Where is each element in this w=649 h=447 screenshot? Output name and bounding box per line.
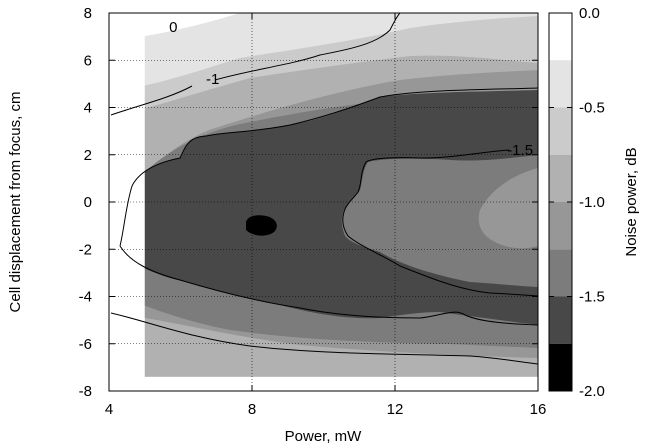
band-level-4-inner (478, 168, 538, 249)
x-axis: 4 8 12 16 (105, 13, 547, 418)
x-tick-label: 8 (248, 401, 256, 418)
y-tick-label: -8 (79, 383, 92, 400)
y-tick-label: 6 (84, 52, 92, 69)
x-tick-label: 4 (105, 401, 113, 418)
contour-line-minus-1-5 (342, 149, 539, 297)
colorbar-tick-label: -1.0 (579, 194, 605, 211)
y-axis: -8 -6 -4 -2 0 2 4 6 8 (79, 5, 538, 400)
colorbar-swatch (549, 296, 572, 344)
x-tick-label: 16 (530, 401, 547, 418)
x-axis-label: Power, mW (285, 428, 363, 445)
contour-label: -1.5 (507, 142, 533, 159)
x-tick-label: 12 (387, 401, 404, 418)
colorbar-tick-label: -0.5 (579, 100, 605, 117)
contour-label: -1 (206, 71, 219, 88)
y-tick-label: -4 (79, 289, 92, 306)
colorbar-swatch (549, 249, 572, 297)
y-tick-label: 8 (84, 5, 92, 22)
y-tick-label: 2 (84, 147, 92, 164)
y-tick-label: 4 (84, 100, 92, 117)
colorbar-swatch (549, 13, 572, 61)
y-axis-label: Cell displacement from focus, cm (7, 92, 24, 313)
contour-line-minus-1-5-lower (119, 87, 539, 326)
colorbar-swatch (549, 202, 572, 250)
band-level-5-inner (341, 155, 538, 287)
y-tick-label: -6 (79, 336, 92, 353)
colorbar-swatch (549, 60, 572, 108)
y-tick-label: 0 (84, 194, 92, 211)
colorbar: 0.0 -0.5 -1.0 -1.5 -2.0 (548, 5, 605, 400)
contour-label: 0 (169, 19, 177, 36)
band-level-7-minimum (246, 215, 277, 236)
colorbar-tick-label: -2.0 (579, 383, 605, 400)
y-tick-label: -2 (79, 241, 92, 258)
colorbar-tick-label: -1.5 (579, 289, 605, 306)
no-data-bottom (109, 376, 538, 391)
contour-fill (109, 13, 538, 391)
grid (109, 13, 538, 391)
contour-lines (110, 12, 539, 365)
colorbar-label: Noise power, dB (623, 147, 640, 256)
contour-labels: 0 -1 -1.5 (169, 19, 533, 159)
colorbar-swatch (549, 154, 572, 202)
contour-line-minus-1-upper (110, 12, 401, 116)
colorbar-tick-label: 0.0 (579, 5, 600, 22)
colorbar-swatch (549, 107, 572, 155)
colorbar-swatch (549, 343, 572, 391)
contour-line-minus-1-lower (110, 312, 539, 365)
